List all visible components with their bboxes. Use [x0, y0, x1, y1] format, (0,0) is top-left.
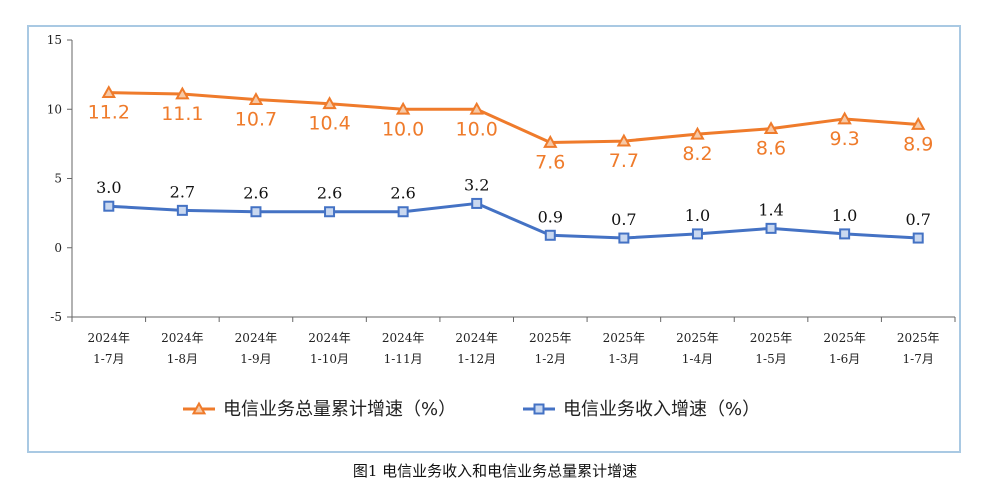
- series-line-total-volume: [108, 91, 919, 144]
- x-tick-label-period: 1-2月: [535, 352, 566, 366]
- data-label: 10.0: [382, 118, 424, 140]
- data-point-triangle: [322, 96, 337, 110]
- data-label: 1.0: [832, 206, 857, 225]
- data-label: 11.1: [161, 103, 203, 125]
- data-label: 8.2: [682, 143, 712, 165]
- y-tick-label: -5: [50, 310, 62, 324]
- x-tick-label-period: 1-11月: [384, 352, 423, 366]
- x-tick-label-year: 2025年: [676, 331, 719, 345]
- data-label: 2.6: [317, 184, 342, 203]
- data-point-triangle: [911, 116, 926, 130]
- data-point-square: [324, 206, 336, 218]
- x-tick-label-period: 1-5月: [755, 352, 786, 366]
- data-label: 10.4: [308, 113, 350, 135]
- data-label: 0.7: [611, 210, 636, 229]
- data-point-square: [544, 229, 556, 241]
- x-tick-label-period: 1-8月: [167, 352, 198, 366]
- x-tick-label-year: 2025年: [823, 331, 866, 345]
- legend-triangle-icon: [191, 401, 207, 415]
- x-tick-label-year: 2024年: [382, 331, 425, 345]
- x-tick-label-year: 2024年: [161, 331, 204, 345]
- y-tick-label: 10: [47, 102, 62, 116]
- x-tick-label-period: 1-7月: [93, 352, 124, 366]
- x-tick-label-year: 2025年: [529, 331, 572, 345]
- data-point-square: [765, 222, 777, 234]
- data-point-triangle: [248, 91, 264, 105]
- data-point-square: [618, 232, 630, 244]
- data-point-triangle: [469, 101, 484, 115]
- series-line-revenue: [108, 201, 919, 240]
- data-point-square: [397, 206, 409, 218]
- data-label: 1.4: [758, 200, 783, 219]
- x-tick-label-period: 1-3月: [608, 352, 639, 366]
- data-label: 9.3: [830, 128, 860, 150]
- x-tick-label-period: 1-10月: [310, 352, 349, 366]
- data-point-square: [471, 197, 483, 209]
- data-label: 10.0: [456, 118, 498, 140]
- x-tick-label-year: 2024年: [235, 331, 278, 345]
- data-label: 0.7: [905, 210, 930, 229]
- data-point-square: [103, 200, 115, 212]
- data-point-triangle: [101, 85, 116, 99]
- x-tick-label-year: 2025年: [897, 331, 940, 345]
- data-label: 8.9: [903, 133, 933, 155]
- legend-label-total-volume: 电信业务总量累计增速（%）: [223, 399, 456, 420]
- data-label: 7.6: [535, 151, 565, 173]
- x-tick-label-year: 2024年: [88, 331, 131, 345]
- data-label: 0.9: [538, 207, 563, 226]
- x-tick-label-period: 1-6月: [829, 352, 860, 366]
- data-point-triangle: [763, 121, 779, 135]
- data-label: 2.6: [390, 184, 415, 203]
- data-label: 8.6: [756, 138, 786, 160]
- data-label: 3.0: [96, 178, 121, 197]
- data-point-triangle: [175, 86, 190, 100]
- data-point-triangle: [543, 134, 558, 148]
- data-label: 2.7: [170, 182, 195, 201]
- legend-square-icon: [533, 403, 545, 415]
- data-point-square: [691, 228, 703, 240]
- data-label: 1.0: [685, 206, 710, 225]
- x-tick-label-year: 2025年: [603, 331, 646, 345]
- x-tick-label-year: 2025年: [750, 331, 793, 345]
- data-label: 3.2: [464, 175, 489, 194]
- x-tick-label-period: 1-12月: [457, 352, 496, 366]
- data-point-square: [176, 204, 188, 216]
- data-label: 7.7: [609, 150, 639, 172]
- data-point-triangle: [837, 111, 852, 125]
- data-label: 10.7: [235, 109, 277, 131]
- x-tick-label-year: 2024年: [308, 331, 351, 345]
- x-tick-label-period: 1-9月: [240, 352, 271, 366]
- y-tick-label: 5: [54, 172, 62, 186]
- data-point-square: [912, 232, 924, 244]
- data-point-triangle: [690, 126, 705, 140]
- x-tick-label-year: 2024年: [455, 331, 498, 345]
- y-tick-label: 0: [54, 241, 62, 255]
- data-point-triangle: [616, 133, 632, 147]
- data-label: 11.2: [88, 102, 130, 124]
- y-tick-label: 15: [47, 33, 62, 47]
- figure-caption: 图1 电信业务收入和电信业务总量累计增速: [352, 462, 638, 480]
- x-tick-label-period: 1-7月: [903, 352, 934, 366]
- data-point-square: [250, 206, 262, 218]
- legend-label-revenue: 电信业务收入增速（%）: [563, 399, 760, 420]
- x-tick-label-period: 1-4月: [682, 352, 713, 366]
- data-point-triangle: [395, 101, 411, 115]
- data-label: 2.6: [243, 184, 268, 203]
- data-point-square: [839, 228, 851, 240]
